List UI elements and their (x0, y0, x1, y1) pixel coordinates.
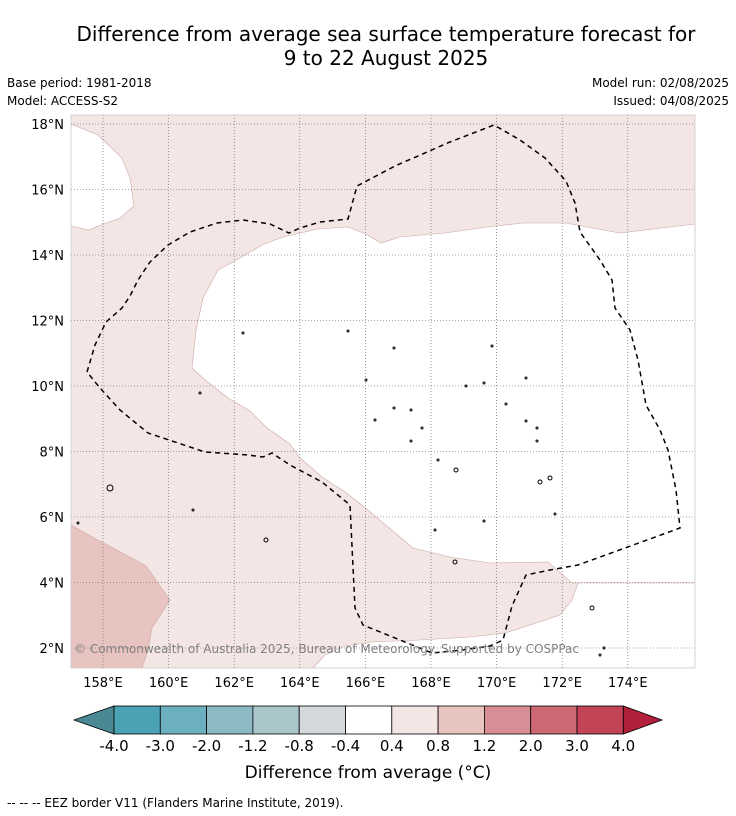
colorbar-tick-label: 2.0 (519, 737, 543, 755)
island-outline (537, 479, 543, 485)
latitude-label: 10°N (31, 380, 64, 395)
colorbar-tick-label: 0.4 (380, 737, 404, 755)
latitude-label: 18°N (31, 118, 64, 133)
latitude-label: 6°N (40, 511, 65, 526)
longitude-label: 170°E (477, 676, 517, 691)
colorbar-segment (159, 705, 208, 735)
latitude-label: 16°N (31, 184, 64, 199)
colorbar-tick-label: -4.0 (99, 737, 128, 755)
colorbar: -4.0 -3.0 -2.0 -1.2 -0.8 -0.4 0.4 0.8 1.2 2.0 3.0 4… (72, 705, 664, 755)
island-outline (373, 418, 377, 422)
meta-right: Model run: 02/08/2025 Issued: 04/08/2025 (592, 74, 729, 110)
longitude-label: 174°E (608, 676, 648, 691)
copyright-notice: © Commonwealth of Australia 2025, Bureau… (74, 642, 579, 656)
longitude-label: 168°E (411, 676, 451, 691)
island-outline (524, 376, 528, 380)
island-outline (364, 378, 368, 382)
colorbar-segment (576, 705, 624, 735)
longitude-label: 158°E (83, 676, 123, 691)
latitude-axis: 18°N 16°N 14°N 12°N 10°N 8°N 6°N 4°N 2°N (31, 118, 64, 657)
colorbar-segment (298, 705, 346, 735)
neutral-region-south (312, 582, 695, 668)
eez-footnote: -- -- -- EEZ border V11 (Flanders Marine… (7, 796, 344, 810)
latitude-label: 2°N (40, 642, 65, 657)
longitude-label: 172°E (542, 676, 582, 691)
island-outline (535, 426, 539, 430)
colorbar-tick-label: -0.4 (331, 737, 360, 755)
map-frame (70, 114, 696, 669)
longitude-label: 162°E (214, 676, 254, 691)
island-outline (598, 653, 602, 657)
island-outline (409, 439, 413, 443)
island-outline (589, 605, 595, 611)
map-area (71, 115, 695, 668)
title-line-2: 9 to 22 August 2025 (283, 46, 489, 70)
model-name: Model: ACCESS-S2 (7, 94, 119, 108)
colorbar-label: Difference from average (°C) (244, 763, 492, 783)
colorbar-tick-label: 3.0 (565, 737, 589, 755)
island-outline (409, 408, 413, 412)
eez-border-line (86, 124, 681, 654)
meta-left: Base period: 1981-2018 Model: ACCESS-S2 (7, 74, 152, 110)
latitude-label: 8°N (40, 446, 65, 461)
island-outline (191, 508, 195, 512)
colorbar-segment (437, 705, 485, 735)
island-outline (263, 537, 269, 543)
island-outline (241, 331, 245, 335)
island-outline (392, 406, 396, 410)
colorbar-segment (345, 705, 393, 735)
island-outline (198, 391, 202, 395)
longitude-label: 166°E (346, 676, 386, 691)
islands-group (76, 329, 606, 657)
island-outline (420, 426, 424, 430)
base-period: Base period: 1981-2018 (7, 76, 152, 90)
colorbar-tick-label: -3.0 (146, 737, 175, 755)
colorbar-tick-label: 0.8 (426, 737, 450, 755)
colorbar-segment (530, 705, 578, 735)
island-outline (436, 458, 440, 462)
island-outline (535, 439, 539, 443)
colorbar-tick-label: -1.2 (238, 737, 267, 755)
colorbar-tick-label: 1.2 (472, 737, 496, 755)
neutral-region-main (191, 222, 695, 584)
island-outline (482, 519, 486, 523)
colorbar-tick-label: 4.0 (611, 737, 635, 755)
neutral-region-northwest (71, 123, 135, 231)
island-outline (76, 521, 80, 525)
colorbar-segment (252, 705, 300, 735)
latitude-label: 14°N (31, 249, 64, 264)
longitude-axis: 158°E 160°E 162°E 164°E 166°E 168°E 170°E 172°E… (83, 676, 647, 691)
island-outline (553, 512, 557, 516)
colorbar-tick-label: -2.0 (192, 737, 221, 755)
latitude-label: 12°N (31, 315, 64, 330)
island-outline (547, 475, 553, 481)
island-outline (482, 381, 486, 385)
longitude-label: 160°E (149, 676, 189, 691)
title-line-1: Difference from average sea surface temp… (76, 22, 696, 46)
colorbar-segment (391, 705, 439, 735)
colorbar-segment (113, 705, 161, 735)
island-outline (524, 419, 528, 423)
colorbar-extend-high (622, 705, 664, 735)
latitude-label: 4°N (40, 577, 65, 592)
anomaly-fill-medium (71, 524, 171, 668)
island-outline (504, 402, 508, 406)
island-outline (106, 484, 114, 492)
colorbar-tick-label: -0.8 (285, 737, 314, 755)
colorbar-extend-low (72, 705, 115, 735)
island-outline (490, 344, 494, 348)
island-outline (453, 467, 459, 473)
island-outline (452, 559, 458, 565)
chart-title: Difference from average sea surface temp… (30, 22, 736, 70)
issued-date: Issued: 04/08/2025 (613, 94, 729, 108)
island-outline (392, 346, 396, 350)
colorbar-segment (483, 705, 532, 735)
island-outline (346, 329, 350, 333)
island-outline (433, 528, 437, 532)
model-run: Model run: 02/08/2025 (591, 76, 729, 90)
colorbar-segment (206, 705, 254, 735)
longitude-label: 164°E (280, 676, 320, 691)
